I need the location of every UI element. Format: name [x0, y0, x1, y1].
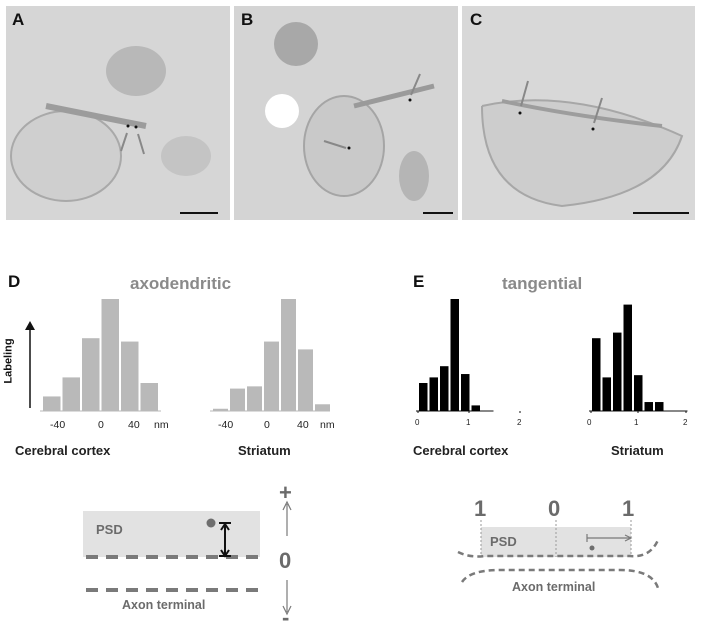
e-striatum-tick-1: 1 [634, 418, 639, 427]
histogram-bar [101, 299, 119, 411]
histogram-bar [230, 388, 245, 411]
histogram-bar [592, 338, 601, 411]
plus-label-d: + [279, 480, 292, 505]
d-cortex-tick-0: 0 [98, 419, 104, 431]
histogram-bar [82, 338, 100, 411]
histogram-bar [264, 341, 279, 411]
postsynaptic-curve-e [457, 539, 660, 558]
e-striatum-tick-2: 2 [683, 418, 688, 427]
d-cortex-unit: nm [154, 419, 169, 431]
e-striatum-caption: Striatum [611, 443, 664, 458]
labeling-axis-arrow [25, 321, 35, 408]
histogram-bar [634, 375, 643, 411]
histogram-bar [623, 304, 632, 411]
micrograph-b-image [234, 6, 458, 220]
histogram-bar [298, 349, 313, 411]
histogram-bar [450, 299, 459, 411]
d-cortex-caption: Cerebral cortex [15, 443, 111, 458]
histogram-bar [43, 396, 61, 411]
histogram-bar [140, 383, 158, 411]
micrograph-b [234, 6, 458, 220]
schematic-e [457, 520, 660, 589]
gold-particle-e [589, 545, 595, 551]
histogram-bar [461, 374, 470, 411]
histogram-bar [429, 377, 438, 411]
psd-label-e: PSD [490, 534, 517, 549]
e-cortex-tick-1: 1 [466, 418, 471, 427]
zero-label-d: 0 [279, 548, 292, 573]
d-striatum-unit: nm [320, 419, 335, 431]
scale-bar-c [633, 212, 689, 214]
psd-label-d: PSD [96, 522, 123, 537]
panel-letter-c: C [470, 10, 483, 29]
histogram-bar [247, 386, 262, 411]
histogram-bar [655, 402, 664, 411]
e-striatum-tick-0: 0 [587, 418, 592, 427]
scale-bar-a [180, 212, 218, 214]
d-cortex-tick-40: 40 [128, 419, 140, 431]
labeling-axis-label: Labeling [2, 338, 15, 384]
chart-e-striatum [589, 304, 688, 413]
e-cortex-caption: Cerebral cortex [413, 443, 509, 458]
axon-terminal-label-e: Axon terminal [512, 580, 596, 594]
e-cortex-tick-0: 0 [415, 418, 420, 427]
d-striatum-tick-0: 0 [264, 419, 270, 431]
micrograph-c-image [462, 6, 695, 220]
histogram-bar [644, 402, 653, 411]
histogram-bar [602, 377, 611, 411]
zero-label-e: 0 [548, 496, 561, 521]
micrograph-c [462, 6, 695, 220]
panel-letter-a: A [12, 10, 25, 29]
d-striatum-caption: Striatum [238, 443, 291, 458]
micrograph-a [6, 6, 230, 220]
left-one-label-e: 1 [474, 496, 487, 521]
panel-letter-d: D [8, 272, 21, 291]
gold-particle-d [206, 518, 216, 528]
histogram-bar [315, 404, 330, 411]
histogram-bar [471, 405, 480, 411]
e-cortex-tick-2: 2 [517, 418, 522, 427]
histogram-bar [62, 377, 80, 411]
histogram-bar [281, 299, 296, 411]
d-striatum-tick-neg40: -40 [218, 419, 234, 431]
right-one-label-e: 1 [622, 496, 635, 521]
histogram-bar [419, 383, 428, 411]
histogram-bar [213, 408, 228, 411]
d-cortex-tick-neg40: -40 [50, 419, 66, 431]
chart-d-cortex [40, 299, 161, 412]
chart-d-striatum [210, 299, 330, 412]
panel-letter-b: B [241, 10, 254, 29]
histogram-bar [440, 366, 449, 411]
axon-curve-e [460, 568, 660, 589]
panel-letter-e: E [413, 272, 425, 291]
panel-e-title: tangential [502, 274, 583, 293]
panel-d-title: axodendritic [130, 274, 232, 293]
axon-terminal-label-d: Axon terminal [122, 598, 206, 612]
minus-label-d: - [282, 605, 290, 630]
scale-bar-b [423, 212, 453, 214]
d-striatum-tick-40: 40 [297, 419, 309, 431]
psd-box-d [83, 511, 260, 557]
chart-e-cortex [416, 299, 521, 413]
histogram-bar [121, 341, 139, 411]
schematic-d [83, 500, 292, 616]
micrograph-a-image [6, 6, 230, 220]
histogram-bar [613, 332, 622, 411]
